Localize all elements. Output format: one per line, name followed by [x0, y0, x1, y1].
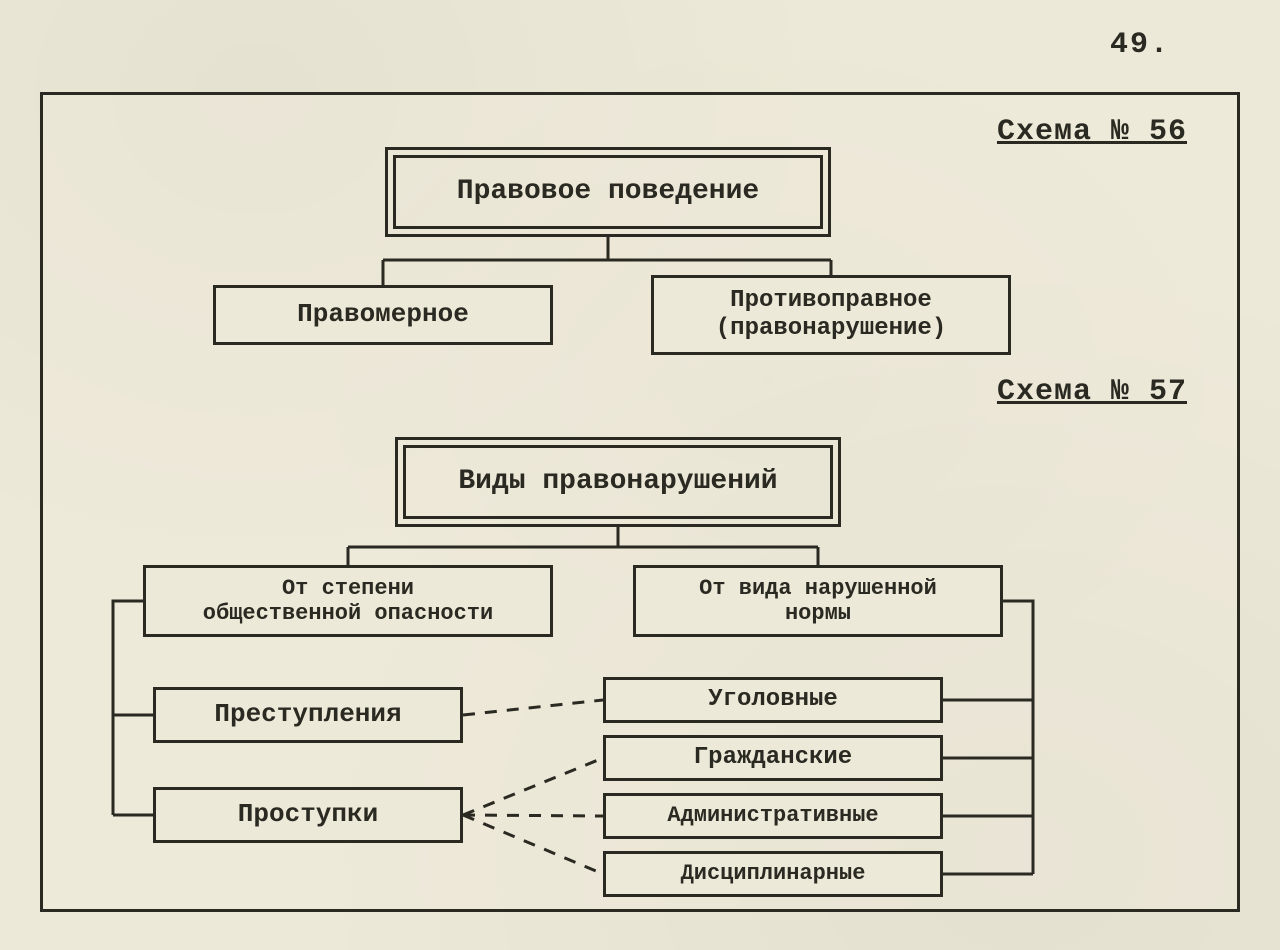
scheme57-root: Виды правонарушений	[403, 445, 833, 519]
scheme57-right-1: Гражданские	[603, 735, 943, 781]
scheme57-criteria-0: От степени общественной опасности	[143, 565, 553, 637]
scheme57-criteria-1: От вида нарушенной нормы	[633, 565, 1003, 637]
outer-frame: Схема № 56 Правовое поведение Правомерно…	[40, 92, 1240, 912]
scheme57-right-3: Дисциплинарные	[603, 851, 943, 897]
page-number: 49.	[1110, 28, 1170, 62]
scheme57-left-0: Преступления	[153, 687, 463, 743]
page: 49. Схема № 56 Правовое поведение Правом…	[0, 0, 1280, 950]
scheme57-right-2: Административные	[603, 793, 943, 839]
scheme57-label: Схема № 57	[997, 375, 1187, 409]
scheme56-child-1: Противоправное (правонарушение)	[651, 275, 1011, 355]
scheme56-child-0: Правомерное	[213, 285, 553, 345]
scheme56-label: Схема № 56	[997, 115, 1187, 149]
scheme56-root: Правовое поведение	[393, 155, 823, 229]
scheme57-right-0: Уголовные	[603, 677, 943, 723]
scheme57-left-1: Проступки	[153, 787, 463, 843]
